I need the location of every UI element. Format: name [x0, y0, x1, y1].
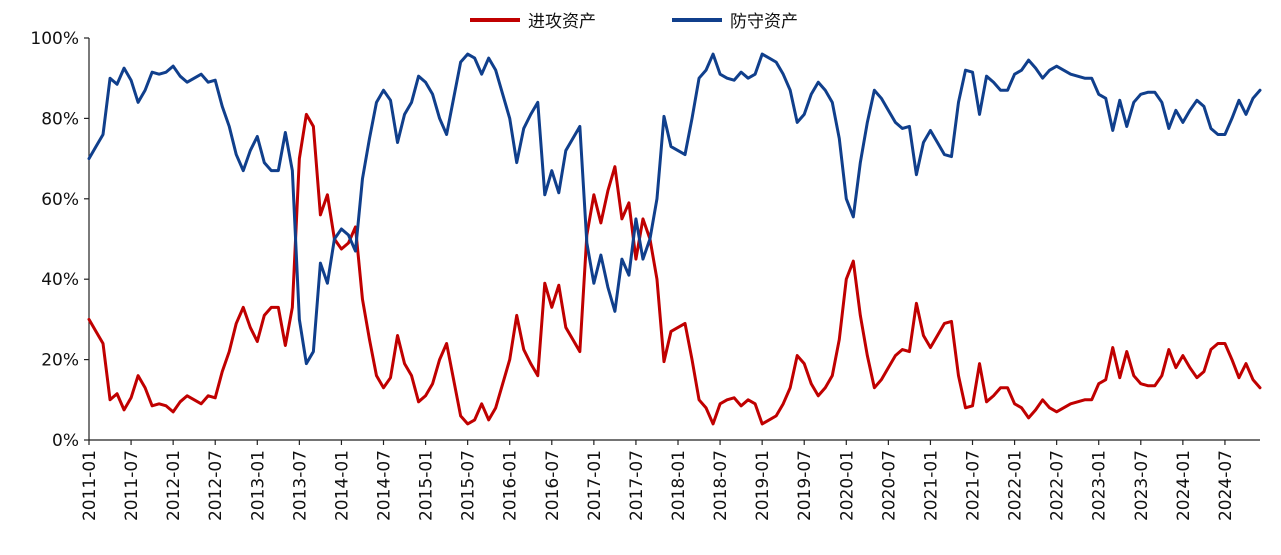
x-tick-label: 2024-01	[1174, 450, 1194, 521]
x-tick-label: 2019-07	[795, 450, 815, 521]
x-tick-label: 2015-07	[459, 450, 479, 521]
x-tick-label: 2016-01	[501, 450, 521, 521]
y-tick-label: 20%	[41, 351, 79, 371]
x-tick-label: 2019-01	[753, 450, 773, 521]
y-tick-label: 40%	[41, 270, 79, 290]
x-tick-label: 2014-07	[375, 450, 395, 521]
x-tick-label: 2020-07	[879, 450, 899, 521]
x-tick-label: 2011-01	[80, 450, 100, 521]
x-tick-label: 2022-01	[1006, 450, 1026, 521]
y-tick-label: 100%	[30, 29, 79, 49]
series-line-defense	[87, 52, 1262, 366]
x-tick-label: 2023-07	[1132, 450, 1152, 521]
x-tick-label: 2024-07	[1216, 450, 1236, 521]
x-tick-label: 2021-01	[921, 450, 941, 521]
legend: 进攻资产 防守资产	[470, 12, 798, 32]
x-tick-label: 2018-07	[711, 450, 731, 521]
x-tick-label: 2023-01	[1090, 450, 1110, 521]
x-tick-label: 2013-01	[248, 450, 268, 521]
y-tick-label: 0%	[52, 431, 79, 451]
x-tick-label: 2012-01	[164, 450, 184, 521]
x-tick-label: 2013-07	[290, 450, 310, 521]
series-line-offense	[87, 112, 1262, 426]
legend-label-offense: 进攻资产	[528, 12, 596, 32]
x-tick-label: 2021-07	[964, 450, 984, 521]
legend-label-defense: 防守资产	[730, 12, 798, 32]
x-tick-label: 2017-01	[585, 450, 605, 521]
x-tick-label: 2022-07	[1048, 450, 1068, 521]
y-tick-label: 60%	[41, 190, 79, 210]
axes: 0% 20% 40% 60% 80% 100% 2011-01 2011-07 2012-01 2…	[30, 29, 1260, 521]
x-tick-label: 2020-01	[837, 450, 857, 521]
x-tick-label: 2016-07	[543, 450, 563, 521]
x-tick-label: 2014-01	[332, 450, 352, 521]
x-tick-label: 2012-07	[206, 450, 226, 521]
x-tick-label: 2018-01	[669, 450, 689, 521]
x-tick-label: 2011-07	[122, 450, 142, 521]
x-tick-label: 2015-01	[417, 450, 437, 521]
y-tick-label: 80%	[41, 109, 79, 129]
series-lines	[87, 52, 1262, 426]
x-tick-label: 2017-07	[627, 450, 647, 521]
